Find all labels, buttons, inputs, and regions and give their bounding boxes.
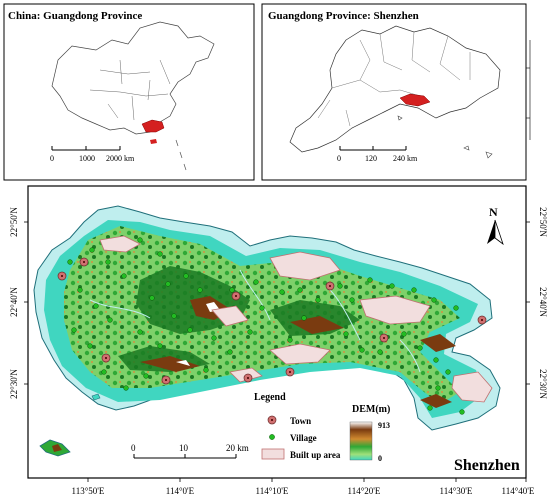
- lat-label-left-2: 22°30'N: [9, 369, 19, 399]
- island-center: [52, 444, 62, 452]
- main-scale-2: 20 km: [226, 443, 249, 453]
- rivers: [89, 269, 421, 373]
- guangdong-scale-bar: 0 120 240 km: [337, 146, 418, 163]
- main-scale-1: 10: [179, 443, 189, 453]
- legend-built-up-label: Built up area: [290, 450, 341, 460]
- lon-label-2: 114°10'E: [256, 486, 289, 496]
- main-scale-bar: 0 10 20 km: [131, 443, 249, 459]
- main-scale-0: 0: [131, 443, 136, 453]
- town-centers: [61, 261, 483, 381]
- latitude-labels-right: 22°50'N 22°40'N 22°30'N: [538, 207, 548, 399]
- china-scale-bar: 0 1000 2000 km: [50, 146, 135, 163]
- china-scale-2: 2000 km: [106, 154, 135, 163]
- dem-title: DEM(m): [352, 404, 390, 415]
- lat-label-right-2: 22°30'N: [538, 369, 548, 399]
- lon-label-0: 113°50'E: [72, 486, 105, 496]
- legend: Legend Town Village Built up area DEM(m)…: [254, 392, 390, 463]
- peaks: [176, 302, 220, 366]
- shenzhen-highlight: [399, 93, 431, 107]
- china-panel-title: China: Guangdong Province: [8, 10, 142, 22]
- latitude-labels-left: 22°50'N 22°40'N 22°30'N: [9, 207, 19, 399]
- china-scale-0: 0: [50, 154, 54, 163]
- guangdong-panel-title: Guangdong Province: Shenzhen: [268, 10, 419, 22]
- north-arrow: N: [487, 205, 504, 246]
- frame-ticks: [24, 221, 530, 482]
- legend-built-up-icon: [261, 448, 285, 460]
- dem-max-label: 913: [378, 421, 390, 430]
- hainan-island: [150, 139, 157, 144]
- shenzhen-label: Shenzhen: [454, 457, 520, 474]
- china-provinces: [89, 59, 171, 121]
- dem-min-label: 0: [378, 454, 382, 463]
- guangdong-scale-2: 240 km: [393, 154, 418, 163]
- guangdong-scale-0: 0: [337, 154, 341, 163]
- legend-village-label: Village: [290, 433, 317, 443]
- china-scale-1: 1000: [79, 154, 95, 163]
- guangdong-cities: [317, 31, 471, 127]
- guangdong-outline: [289, 25, 501, 153]
- nearshore-rock: [91, 393, 101, 401]
- longitude-labels: 113°50'E 114°0'E 114°10'E 114°20'E 114°3…: [72, 486, 535, 496]
- lat-label-left-1: 22°40'N: [9, 287, 19, 317]
- village-points: [67, 237, 465, 415]
- legend-village-icon: [269, 434, 275, 440]
- north-arrow-label: N: [489, 205, 498, 219]
- lon-label-4: 114°30'E: [440, 486, 473, 496]
- lon-label-3: 114°20'E: [348, 486, 381, 496]
- guangdong-highlight: [141, 119, 165, 133]
- south-china-sea-dashes: [175, 139, 187, 171]
- china-panel: China: Guangdong Province 0 1000 2000 km: [3, 3, 255, 181]
- china-outline: [51, 21, 215, 135]
- lat-label-right-0: 22°50'N: [538, 207, 548, 237]
- dem-color-ramp: [349, 421, 373, 461]
- built-up-areas: [99, 235, 493, 403]
- guangdong-scale-1: 120: [365, 154, 377, 163]
- shenzhen-main-panel: N Shenzhen 0 10 20 km Legend Town Villag…: [9, 185, 548, 496]
- lat-label-left-0: 22°50'N: [9, 207, 19, 237]
- lon-label-1: 114°0'E: [166, 486, 195, 496]
- lat-label-right-1: 22°40'N: [538, 287, 548, 317]
- guangdong-islands: [397, 115, 493, 159]
- legend-title: Legend: [254, 392, 286, 403]
- lon-label-5: 114°40'E: [502, 486, 535, 496]
- legend-town-label: Town: [290, 416, 311, 426]
- guangdong-panel: Guangdong Province: Shenzhen 0 120 240 k…: [261, 3, 531, 181]
